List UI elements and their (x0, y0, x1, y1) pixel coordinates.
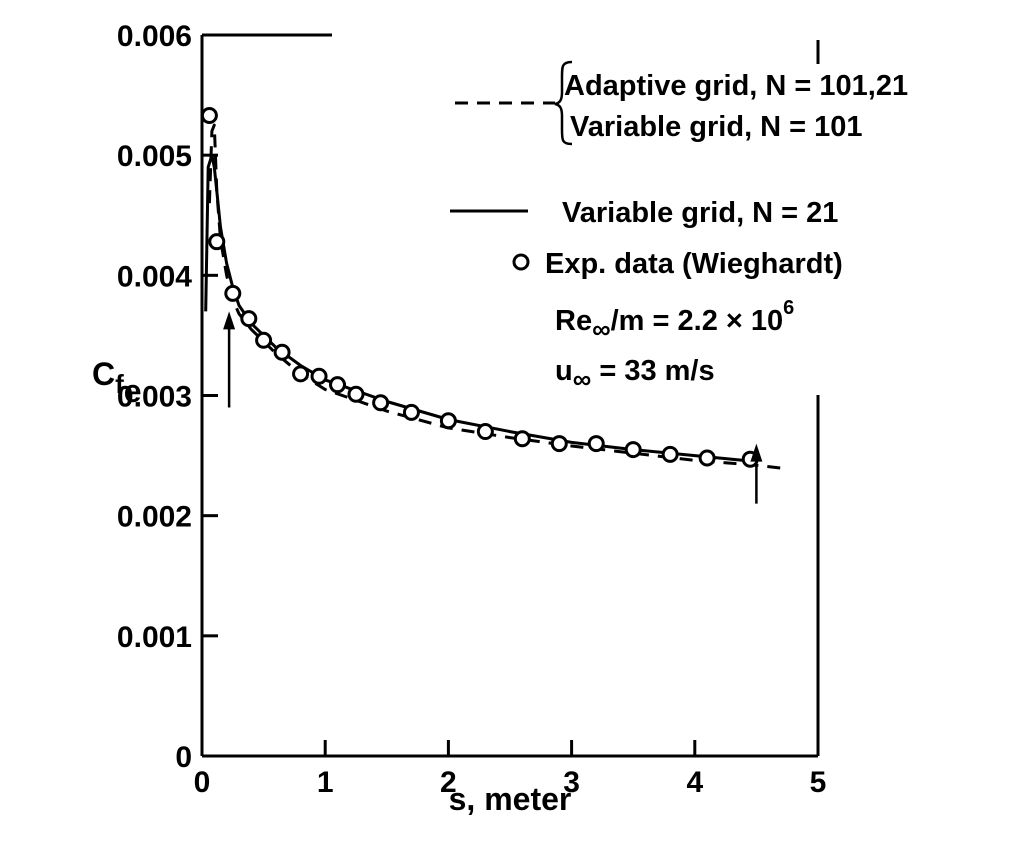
data-point (292, 365, 310, 383)
data-point (255, 331, 273, 349)
y-tick-label: 0.005 (117, 140, 192, 173)
legend-dashed-label-1: Adaptive grid, N = 101,21 (564, 70, 908, 102)
data-point (310, 367, 328, 385)
y-tick-label: 0.001 (117, 621, 192, 654)
y-tick-label: 0.002 (117, 501, 192, 534)
tick-labels: 0 1 2 3 4 5 0 0.001 0.002 0.003 0.004 0.005 0.006 (117, 20, 826, 799)
legend-velocity-suffix: = 33 m/s (591, 355, 714, 387)
data-point (273, 343, 291, 361)
series-line-dashed (207, 123, 788, 471)
axis-ticks (202, 153, 697, 756)
data-point (200, 107, 218, 125)
x-tick-label: 5 (810, 766, 827, 799)
y-tick-label: 0.006 (117, 20, 192, 53)
legend-marker-label: Exp. data (Wieghardt) (545, 248, 843, 280)
x-axis-label: s, meter (449, 781, 572, 817)
x-tick-label: 1 (317, 766, 334, 799)
y-axis-label-sub2: e (124, 373, 142, 409)
x-tick-label: 4 (686, 766, 703, 799)
legend-velocity-sub: ∞ (573, 364, 592, 394)
legend-marker-icon (512, 253, 530, 271)
legend-velocity: u∞ = 33 m/s (555, 355, 715, 394)
data-point (240, 310, 258, 328)
legend-reynolds-sub: ∞ (592, 314, 611, 344)
legend-reynolds-exp: 6 (783, 297, 794, 319)
data-point (476, 423, 494, 441)
data-point (347, 385, 365, 403)
data-point (402, 403, 420, 421)
y-axis-label-sub1: f (115, 369, 124, 399)
legend-reynolds-prefix: Re (555, 305, 592, 337)
x-tick-label: 0 (194, 766, 211, 799)
plot-frame (200, 33, 820, 758)
data-point (372, 394, 390, 412)
data-point (224, 284, 242, 302)
y-axis-label-main: C (92, 356, 115, 392)
marker-layer (200, 107, 759, 468)
legend: Adaptive grid, N = 101,21 Variable grid,… (450, 60, 908, 394)
data-point (624, 441, 642, 459)
legend-velocity-prefix: u (555, 355, 573, 387)
y-tick-label: 0.003 (117, 381, 192, 414)
data-point (661, 445, 679, 463)
arrow-up-icon (750, 443, 763, 504)
y-axis-label: Cfe (92, 356, 142, 409)
y-tick-label: 0 (175, 741, 192, 774)
data-point (550, 435, 568, 453)
data-point (513, 430, 531, 448)
data-point (329, 376, 347, 394)
legend-reynolds: Re∞/m = 2.2 × 106 (555, 297, 794, 344)
data-point (698, 449, 716, 467)
x-tick-label: 3 (563, 766, 580, 799)
data-point (208, 233, 226, 251)
legend-reynolds-suffix: /m = 2.2 × 10 (611, 305, 784, 337)
series-layer (204, 123, 788, 471)
arrow-up-icon (223, 311, 236, 408)
legend-solid-label: Variable grid, N = 21 (562, 197, 838, 229)
x-tick-label: 2 (440, 766, 457, 799)
y-tick-label: 0.004 (117, 260, 192, 293)
legend-dashed-label-2: Variable grid, N = 101 (570, 111, 863, 143)
data-point (587, 435, 605, 453)
annotation-layer (223, 311, 763, 504)
legend-brace-icon (554, 60, 573, 146)
data-point (439, 412, 457, 430)
